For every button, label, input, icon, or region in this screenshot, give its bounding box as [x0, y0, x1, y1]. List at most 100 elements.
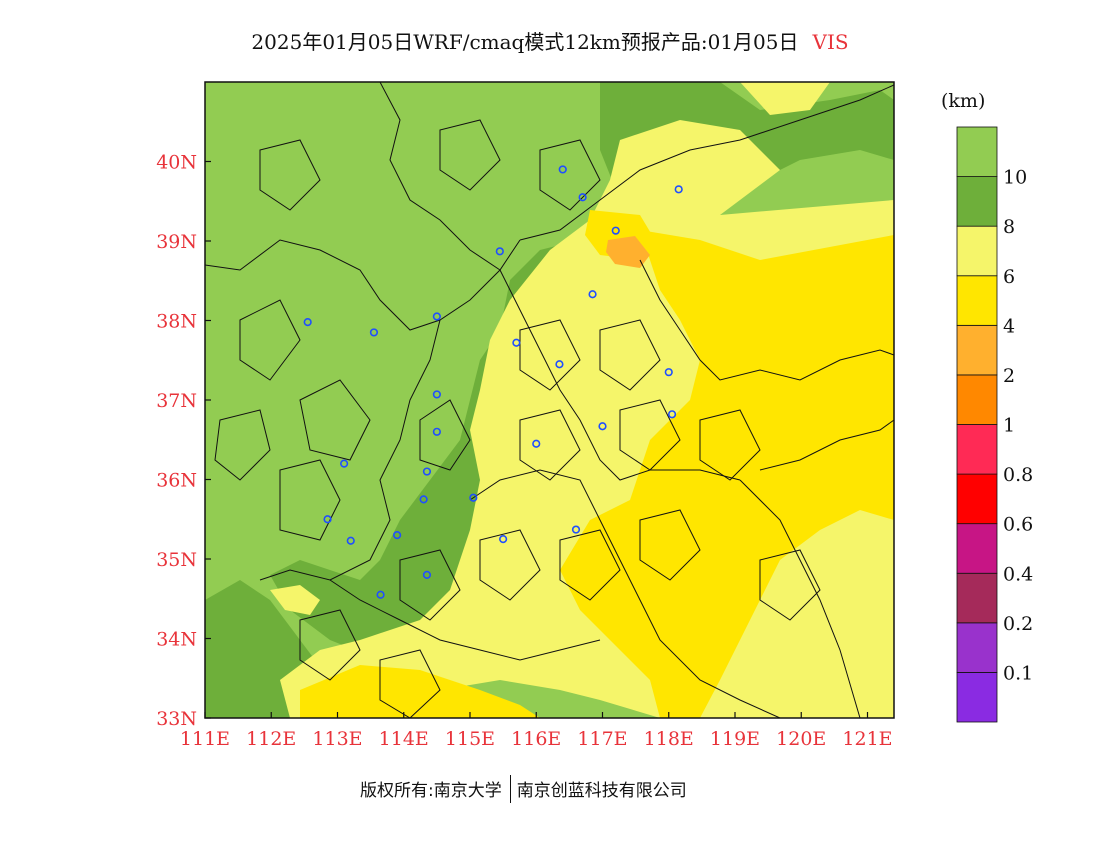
station-marker-12 [432, 390, 441, 399]
station-marker-6 [303, 317, 312, 327]
footer-left: 版权所有:南京大学 [360, 781, 502, 801]
county-boundary [479, 529, 541, 601]
county-boundary [214, 409, 271, 481]
county-boundary [259, 139, 321, 211]
station-marker-14 [598, 422, 607, 431]
county-boundary [639, 509, 701, 581]
station-marker-10 [555, 360, 564, 369]
county-boundary [519, 319, 581, 391]
province-boundary [259, 319, 441, 581]
y-tick-label-2: 35N [156, 549, 197, 571]
county-boundary [559, 529, 621, 601]
legend-swatch-4 [956, 473, 998, 525]
station-marker-20 [469, 493, 478, 502]
legend-label-9: 8 [1003, 216, 1015, 238]
vis-field-6-8-north [740, 82, 830, 115]
province-boundary [739, 479, 861, 718]
province-boundary [329, 579, 601, 661]
legend-unit: (km) [941, 90, 986, 112]
x-tick-label-0: 111E [180, 728, 230, 750]
x-tick-label-6: 117E [577, 728, 627, 750]
coastline [639, 259, 894, 381]
y-tick-label-4: 37N [156, 390, 197, 412]
y-axis: 33N 34N 35N 36N 37N 38N 39N 40N [156, 152, 211, 730]
x-tick-label-3: 114E [379, 728, 429, 750]
station-marker-1 [578, 193, 587, 202]
title-main: 2025年01月05日WRF/cmaq模式12km预报产品:01月05日 [251, 30, 799, 54]
station-marker-19 [419, 495, 428, 504]
county-boundary [699, 409, 761, 481]
legend-swatch-6 [956, 374, 998, 425]
y-tick-label-0: 33N [156, 708, 197, 730]
province-boundary [205, 239, 521, 331]
legend-label-2: 0.4 [1003, 563, 1033, 585]
station-marker-5 [588, 290, 597, 299]
y-tick-label-5: 38N [156, 311, 197, 333]
station-marker-26 [422, 570, 432, 580]
vis-field-6-8-west [270, 585, 320, 615]
copyright-footer: 版权所有:南京大学 南京创蓝科技有限公司 [360, 775, 687, 805]
legend-swatch-2 [956, 572, 998, 624]
boundary-lines [205, 82, 894, 718]
vis-field-2-4 [606, 236, 650, 268]
legend-swatch-7 [956, 324, 998, 376]
county-boundary [439, 119, 501, 191]
station-marker-8 [432, 312, 441, 321]
station-marker-24 [571, 525, 581, 534]
station-marker-16 [532, 439, 541, 448]
map-area [205, 82, 894, 718]
legend-swatch-11 [956, 126, 998, 177]
county-boundary [399, 549, 461, 621]
station-marker-27 [376, 590, 385, 599]
station-marker-0 [558, 165, 567, 174]
legend-swatch-0 [956, 672, 998, 723]
station-marker-2 [674, 185, 683, 194]
x-tick-label-8: 119E [710, 728, 760, 750]
color-legend: 0.1 0.2 0.4 0.6 0.8 1 2 4 6 8 10 [956, 126, 1033, 723]
x-axis: 111E 112E 113E 114E 115E 116E 117E 118E 119E 120E… [180, 712, 893, 750]
station-marker-13 [667, 410, 677, 419]
station-marker-9 [512, 338, 521, 347]
x-tick-label-10: 121E [842, 728, 892, 750]
county-boundary [379, 649, 441, 718]
province-boundary [379, 82, 501, 271]
station-marker-23 [346, 536, 355, 545]
province-boundary [499, 269, 741, 481]
legend-swatch-10 [956, 176, 998, 227]
x-tick-label-7: 118E [644, 728, 694, 750]
vis-field-4-6-south [300, 665, 540, 718]
county-boundary [599, 319, 661, 391]
legend-label-4: 0.8 [1003, 464, 1033, 486]
y-tick-label-3: 36N [156, 470, 197, 492]
station-marker-15 [432, 427, 441, 436]
station-marker-18 [422, 467, 432, 476]
legend-swatch-9 [956, 225, 998, 277]
vis-field-4-6 [560, 230, 894, 718]
legend-label-6: 2 [1003, 365, 1015, 387]
y-tick-label-7: 40N [156, 152, 197, 174]
station-marker-21 [323, 515, 332, 524]
station-marker-3 [611, 226, 620, 235]
chart-title: 2025年01月05日WRF/cmaq模式12km预报产品:01月05日 VIS [0, 26, 1100, 55]
legend-label-1: 0.2 [1003, 613, 1033, 635]
x-tick-label-5: 116E [511, 728, 561, 750]
station-marker-25 [499, 535, 508, 544]
x-tick-label-9: 120E [776, 728, 826, 750]
legend-swatch-3 [956, 523, 998, 574]
legend-swatch-1 [956, 622, 998, 673]
title-variable: VIS [812, 30, 849, 54]
legend-swatch-5 [956, 424, 998, 475]
legend-label-5: 1 [1003, 415, 1015, 437]
station-markers [303, 165, 683, 599]
legend-label-0: 0.1 [1003, 662, 1033, 684]
legend-label-8: 6 [1003, 266, 1015, 288]
x-tick-label-1: 112E [246, 728, 296, 750]
y-tick-label-1: 34N [156, 629, 197, 651]
y-tick-label-6: 39N [156, 231, 197, 253]
station-marker-7 [369, 328, 379, 337]
station-marker-17 [340, 459, 349, 468]
province-boundary [469, 469, 781, 718]
province-boundary [519, 84, 894, 241]
footer-right: 南京创蓝科技有限公司 [516, 781, 687, 801]
